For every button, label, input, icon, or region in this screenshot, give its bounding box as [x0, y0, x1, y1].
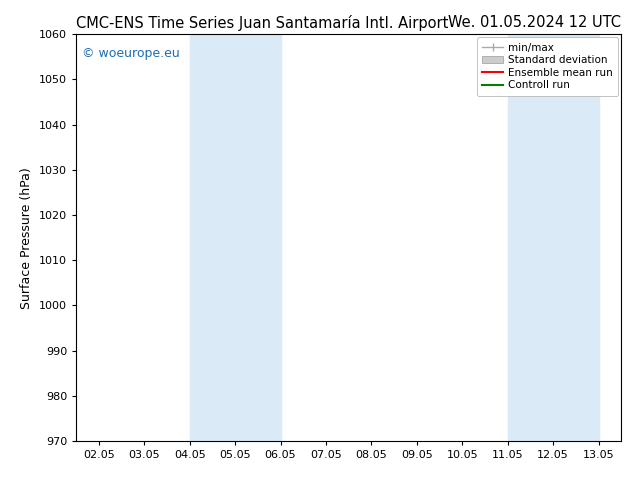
- Legend: min/max, Standard deviation, Ensemble mean run, Controll run: min/max, Standard deviation, Ensemble me…: [477, 37, 618, 96]
- Bar: [190, 34, 280, 441]
- Bar: [508, 34, 598, 441]
- Text: © woeurope.eu: © woeurope.eu: [82, 47, 179, 59]
- Text: We. 01.05.2024 12 UTC: We. 01.05.2024 12 UTC: [448, 15, 621, 30]
- Text: CMC-ENS Time Series Juan Santamaría Intl. Airport: CMC-ENS Time Series Juan Santamaría Intl…: [76, 15, 448, 31]
- Y-axis label: Surface Pressure (hPa): Surface Pressure (hPa): [20, 167, 34, 309]
